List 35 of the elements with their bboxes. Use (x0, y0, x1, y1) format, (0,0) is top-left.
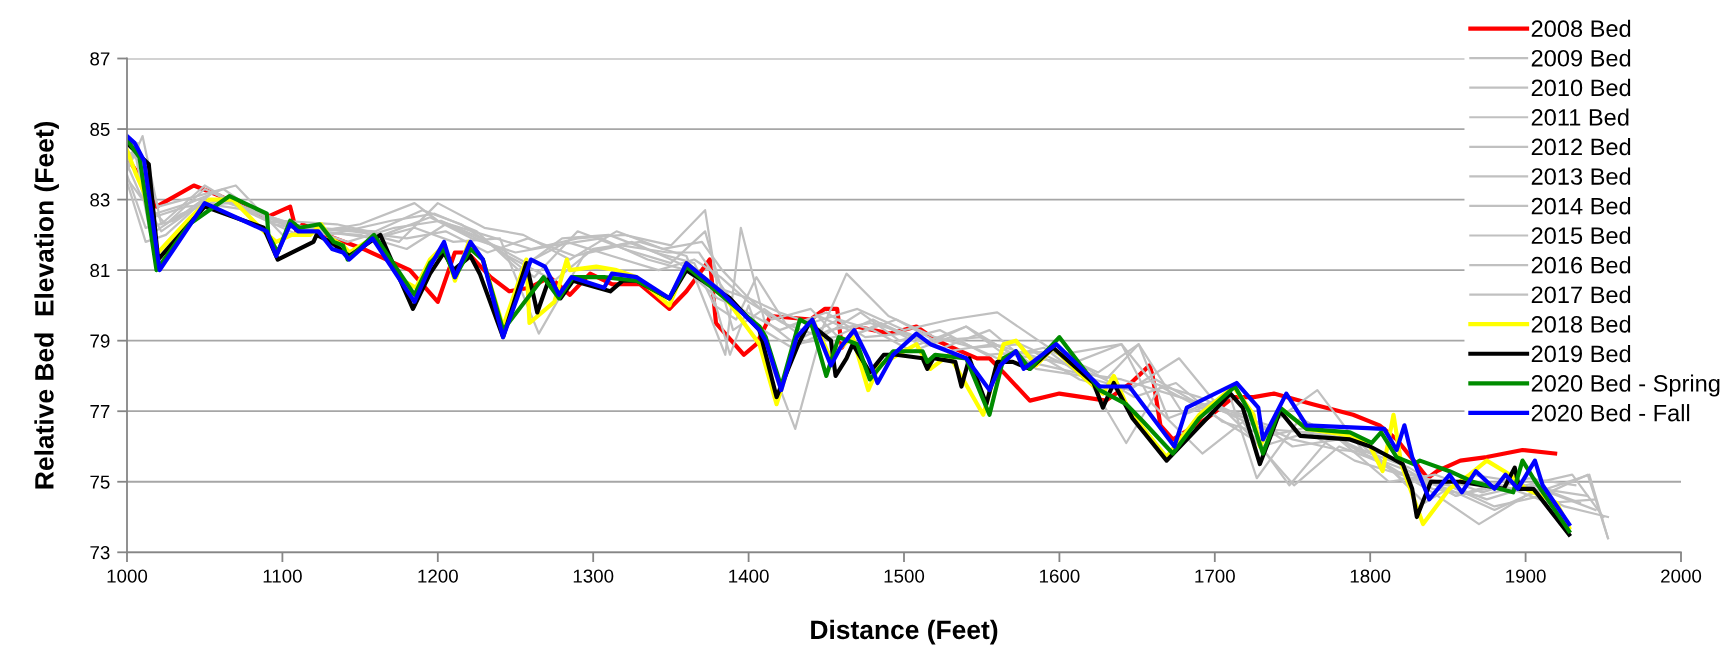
y-tick-label: 83 (90, 193, 110, 207)
legend-label: 2016 Bed (1531, 256, 1631, 274)
legend-label: 2010 Bed (1531, 78, 1631, 97)
y-tick-label: 73 (90, 546, 110, 560)
x-tick-label: 1400 (729, 569, 769, 583)
x-axis-title: Distance (Feet) (811, 619, 998, 645)
x-tick-label: 1500 (884, 569, 925, 583)
y-tick-label: 75 (90, 475, 110, 489)
legend-label: 2018 Bed (1531, 315, 1631, 333)
y-tick-label: 79 (90, 334, 110, 348)
x-tick-label: 1600 (1039, 569, 1080, 583)
x-tick-label: 1200 (418, 569, 458, 583)
x-tick-label: 1100 (263, 569, 302, 583)
y-tick-label: 87 (90, 52, 110, 66)
y-tick-label: 85 (90, 122, 110, 137)
legend-label: 2013 Bed (1531, 167, 1631, 185)
legend-label: 2019 Bed (1531, 344, 1631, 363)
legend-label: 2015 Bed (1531, 226, 1631, 244)
legend-label: 2020 Bed - Fall (1531, 404, 1690, 422)
x-tick-label: 1800 (1350, 569, 1391, 583)
legend-label: 2008 Bed (1531, 19, 1631, 38)
x-tick-label: 1900 (1506, 569, 1546, 583)
x-tick-label: 1700 (1195, 569, 1235, 583)
y-tick-label: 77 (90, 405, 110, 419)
x-tick-label: 1300 (573, 569, 614, 583)
legend-label: 2017 Bed (1531, 285, 1631, 304)
y-tick-label: 81 (90, 263, 110, 278)
legend-label: 2012 Bed (1531, 137, 1631, 156)
legend-label: 2014 Bed (1531, 197, 1631, 215)
legend-label: 2011 Bed (1531, 108, 1629, 126)
legend-label: 2020 Bed - Spring (1531, 374, 1720, 397)
x-tick-label: 1000 (107, 569, 148, 583)
legend-label: 2009 Bed (1531, 49, 1631, 67)
y-axis-title: Relative Bed Elevation (Feet) (34, 121, 59, 489)
x-tick-label: 2000 (1661, 569, 1702, 583)
